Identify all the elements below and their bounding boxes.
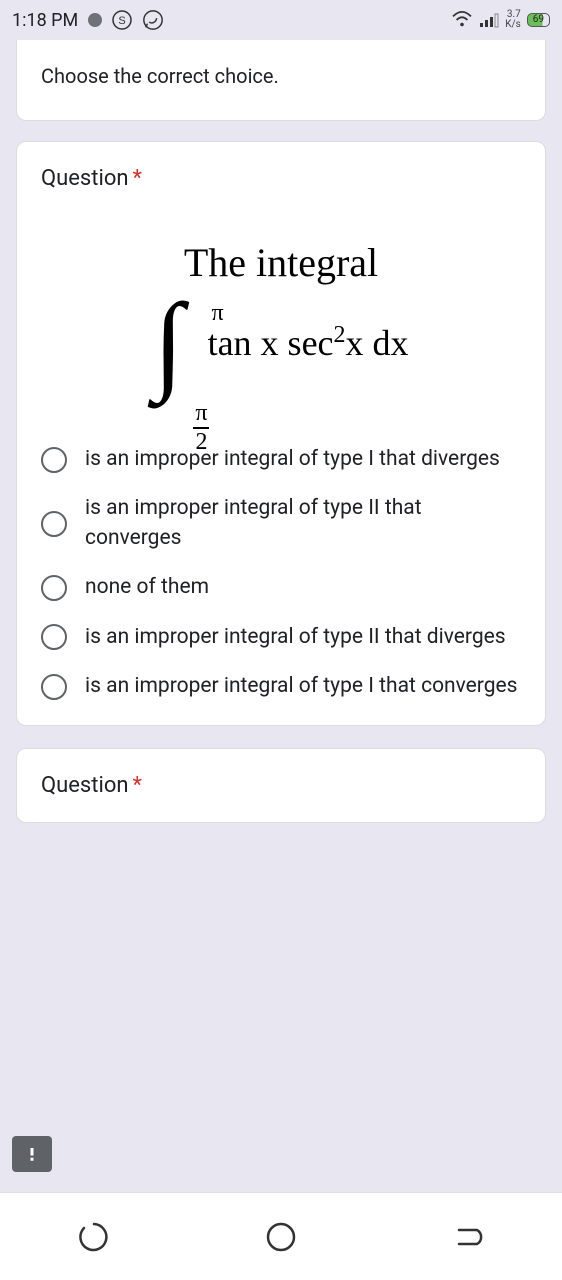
option-label: is an improper integral of type I that c… [85,672,518,701]
form-content: Choose the correct choice. Question * Th… [0,40,562,823]
radio-icon[interactable] [41,624,67,650]
integral-upper-bound: π [211,300,223,327]
option-label: is an improper integral of type I that d… [85,445,500,474]
whatsapp-icon [142,9,164,31]
navigation-bar [0,1192,562,1280]
option-label: none of them [85,573,209,602]
next-question-card: Question * [16,748,546,823]
option-label: is an improper integral of type II that … [85,494,521,553]
wifi-icon [451,11,473,29]
battery-icon: 69 [527,13,550,27]
status-time: 1:18 PM [12,10,78,31]
instruction-text: Choose the correct choice. [41,64,521,88]
question-card: Question * The integral π ∫ π 2 tan x se… [16,141,546,726]
question-label: Question [41,166,129,191]
svg-text:S: S [119,15,126,27]
app-dot-icon [88,13,102,27]
required-asterisk: * [133,773,142,798]
integral-lower-bound: π 2 [193,400,209,456]
status-bar: 1:18 PM S 3.7K/s 69 [0,0,562,40]
nav-home-button[interactable] [264,1220,298,1254]
radio-icon[interactable] [41,511,67,537]
radio-icon[interactable] [41,447,67,473]
nav-back-button[interactable] [451,1220,485,1254]
option-0[interactable]: is an improper integral of type I that d… [41,445,521,474]
option-4[interactable]: is an improper integral of type I that c… [41,672,521,701]
question-title-row: Question * [41,166,521,191]
option-3[interactable]: is an improper integral of type II that … [41,623,521,652]
required-asterisk: * [133,166,142,191]
radio-icon[interactable] [41,575,67,601]
network-speed: 3.7K/s [505,10,521,30]
option-1[interactable]: is an improper integral of type II that … [41,494,521,553]
options-list: is an improper integral of type I that d… [41,445,521,701]
integral-symbol-icon: ∫ [153,304,183,381]
alert-icon [23,1145,41,1163]
report-problem-button[interactable] [12,1136,52,1172]
option-label: is an improper integral of type II that … [85,623,506,652]
signal-icon [479,12,499,28]
integrand: tan x sec2x dx [208,322,409,364]
radio-icon[interactable] [41,674,67,700]
instruction-card: Choose the correct choice. [16,40,546,121]
option-2[interactable]: none of them [41,573,521,602]
question-label: Question [41,773,129,798]
question-image: The integral π ∫ π 2 tan x sec2x dx [41,239,521,381]
integral-title: The integral [41,239,521,286]
app-s-icon: S [112,10,132,30]
nav-recent-button[interactable] [77,1220,111,1254]
